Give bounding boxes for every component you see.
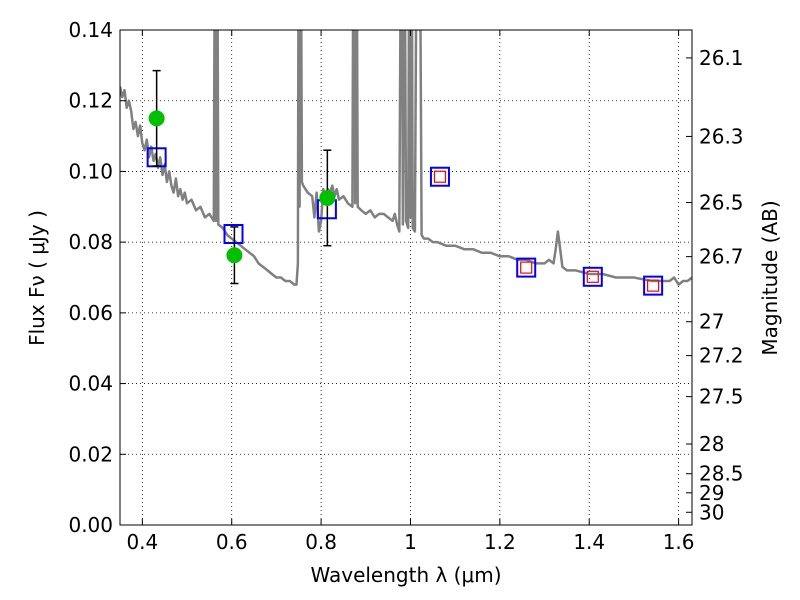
model-flux-marker (223, 224, 244, 245)
magnitude-axis-label: Magnitude (AB) (758, 200, 782, 355)
axes-frame (119, 29, 693, 526)
observed-flux-point (226, 247, 243, 264)
magnitude-tick-label: 29 (699, 481, 724, 505)
x-tick-label: 0.4 (126, 530, 158, 554)
y-tick-label: 0.12 (68, 89, 113, 113)
y-tick-label: 0.10 (68, 159, 113, 183)
x-tick-label: 0.6 (216, 530, 248, 554)
magnitude-tick-label: 28 (699, 432, 724, 456)
model-flux-marker (582, 266, 603, 287)
x-tick-label: 1 (404, 530, 417, 554)
upper-limit-marker (520, 261, 533, 274)
magnitude-tick-label: 30 (699, 500, 724, 524)
magnitude-tick-label: 28.5 (699, 462, 744, 486)
observed-flux-point (319, 189, 336, 206)
y-tick-label: 0.00 (68, 513, 113, 537)
x-tick-label: 1.2 (484, 530, 516, 554)
plot-area (120, 30, 692, 296)
x-tick-label: 0.8 (305, 530, 337, 554)
model-flux-marker (429, 166, 450, 187)
magnitude-tick-label: 27.2 (699, 344, 744, 368)
x-tick-label: 1.4 (573, 530, 605, 554)
magnitude-tick-label: 26.7 (699, 245, 744, 269)
observed-flux-point (148, 110, 165, 127)
magnitude-tick-label: 27.5 (699, 385, 744, 409)
model-flux-marker (643, 275, 664, 296)
x-axis-label: Wavelength λ (μm) (310, 563, 501, 587)
magnitude-tick-label: 26.3 (699, 124, 744, 148)
y-tick-label: 0.02 (68, 442, 113, 466)
magnitude-tick-label: 26.5 (699, 191, 744, 215)
y-tick-label: 0.08 (68, 230, 113, 254)
model-flux-marker (516, 257, 537, 278)
upper-limit-marker (586, 270, 599, 283)
y-tick-label: 0.14 (68, 18, 113, 42)
upper-limit-marker (433, 170, 447, 183)
y-axis-label: Flux Fν ( μJy ) (25, 210, 49, 346)
magnitude-tick-label: 26.1 (699, 46, 744, 70)
model-sed-line (120, 30, 692, 286)
y-tick-label: 0.06 (68, 301, 113, 325)
y-tick-label: 0.04 (68, 372, 113, 396)
upper-limit-marker (647, 279, 660, 292)
magnitude-tick-label: 27 (699, 310, 724, 334)
x-tick-label: 1.6 (663, 530, 695, 554)
axis-ticks: 0.4 0.6 0.8 1 1.2 1.4 1.6 0.00 0.02 0.04 0.06 0.08 0… (68, 18, 743, 554)
